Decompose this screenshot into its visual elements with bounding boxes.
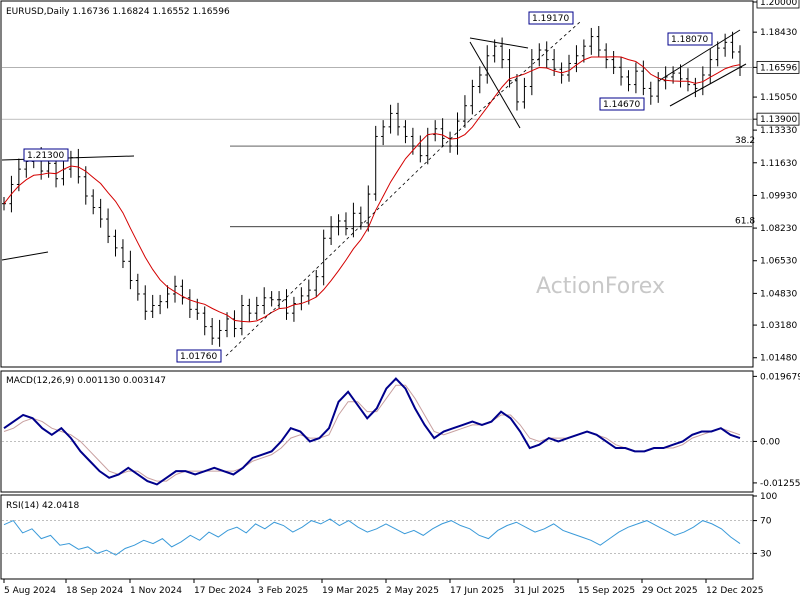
x-tick-label: 29 Oct 2025 <box>642 586 698 596</box>
price-tick-label: 1.13330 <box>760 126 797 136</box>
x-tick-label: 19 Mar 2025 <box>322 586 379 596</box>
price-tick-label: 1.13900 <box>760 115 797 125</box>
rsi-layer <box>2 518 752 556</box>
pivot-box-3 <box>599 97 645 111</box>
macd-pane-frame <box>0 370 754 493</box>
price-title: EURUSD,Daily 1.16736 1.16824 1.16552 1.1… <box>6 7 230 17</box>
channel-lower <box>669 63 747 107</box>
price-layer: 38.2 61.8 1.21300 1.01760 1.19170 1.14670 1.18… <box>1 11 755 363</box>
x-tick-label: 12 Dec 2025 <box>706 586 764 596</box>
pivot-label-2: 1.19170 <box>532 14 569 24</box>
x-tick-label: 17 Jun 2025 <box>450 586 504 596</box>
pivot-label-3: 1.14670 <box>603 100 640 110</box>
fib-label-2: 38.2 <box>735 136 755 146</box>
x-tick-label: 18 Sep 2024 <box>66 586 123 596</box>
price-pane-frame <box>0 0 754 368</box>
macd-title: MACD(12,26,9) 0.001130 0.003147 <box>6 376 166 386</box>
rsi-tick-label: 30 <box>760 549 772 559</box>
pivot-label-0: 1.21300 <box>27 151 64 161</box>
rsi-line <box>3 518 741 556</box>
pivot-box-4 <box>667 32 713 46</box>
price-tick-label: 1.01480 <box>760 354 797 364</box>
x-tick-label: 15 Sep 2025 <box>578 586 635 596</box>
price-tick-box <box>756 112 800 126</box>
price-tick-label: 1.08230 <box>760 224 797 234</box>
x-tick-label: 31 Jul 2025 <box>514 586 565 596</box>
price-tick-label: 1.16596 <box>760 63 797 73</box>
price-tick-label: 1.18430 <box>760 28 797 38</box>
price-tick-label: 1.06530 <box>760 257 797 267</box>
pivot-box-1 <box>176 349 222 363</box>
rsi-pane-frame <box>0 494 754 580</box>
price-tick-label: 1.09930 <box>760 191 797 201</box>
rsi-title: RSI(14) 42.0418 <box>6 501 79 511</box>
pivot-label-1: 1.01760 <box>180 352 217 362</box>
price-tick-box <box>756 60 800 74</box>
pivot-box-0 <box>23 148 69 162</box>
macd-line <box>3 377 741 486</box>
fib-label-3: 61.8 <box>735 217 755 227</box>
macd-layer <box>2 377 752 486</box>
price-tick-label: 1.11630 <box>760 159 797 169</box>
macd-signal-line <box>3 384 741 482</box>
pivot-label-4: 1.18070 <box>671 35 708 45</box>
x-tick-label: 1 Nov 2024 <box>130 586 182 596</box>
x-tick-label: 3 Feb 2025 <box>258 586 308 596</box>
trendline-left <box>1 251 49 261</box>
price-tick-label: 1.15050 <box>760 93 797 103</box>
x-tick-label: 17 Dec 2024 <box>194 586 252 596</box>
pivot-box-2 <box>528 11 574 25</box>
macd-tick-label: 0.019679 <box>760 372 800 382</box>
channel-upper <box>659 29 741 81</box>
macd-tick-label: -0.012552 <box>760 479 800 489</box>
price-tick-label: 1.03180 <box>760 321 797 331</box>
rsi-tick-label: 100 <box>760 492 777 502</box>
x-tick-label: 2 May 2025 <box>386 586 439 596</box>
x-tick-label: 5 Aug 2024 <box>4 586 56 596</box>
wedge-side <box>469 41 521 129</box>
price-tick-label: 1.20000 <box>760 0 797 8</box>
moving-average-line <box>3 56 741 323</box>
axis-layer: 1.20000 1.18430 1.16596 1.15050 1.139001.133… <box>3 0 800 596</box>
macd-tick-label: 0.00 <box>760 437 780 447</box>
price-tick-label: 1.04830 <box>760 289 797 299</box>
price-tick-box <box>756 0 800 9</box>
watermark: ActionForex <box>536 274 665 299</box>
uptrend-dashed-2 <box>469 21 581 121</box>
uptrend-dashed <box>225 119 471 357</box>
rsi-tick-label: 70 <box>760 517 772 527</box>
wedge-top <box>469 37 529 49</box>
